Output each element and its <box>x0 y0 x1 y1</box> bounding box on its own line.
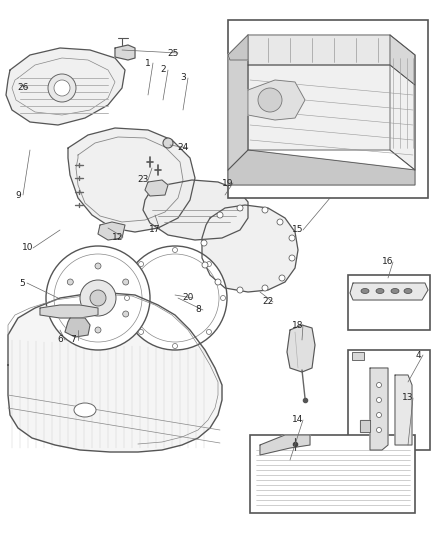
Text: 12: 12 <box>112 232 124 241</box>
Circle shape <box>206 329 212 334</box>
Circle shape <box>123 246 227 350</box>
Polygon shape <box>40 305 98 318</box>
Polygon shape <box>395 375 412 445</box>
Text: 18: 18 <box>292 320 304 329</box>
Bar <box>348 350 430 450</box>
Polygon shape <box>115 45 135 60</box>
Polygon shape <box>390 35 415 170</box>
Circle shape <box>173 343 177 349</box>
Circle shape <box>139 329 144 334</box>
Text: 8: 8 <box>195 305 201 314</box>
Circle shape <box>206 262 212 266</box>
Polygon shape <box>228 35 248 60</box>
Text: 25: 25 <box>167 49 179 58</box>
Text: 23: 23 <box>137 175 149 184</box>
Text: 16: 16 <box>382 257 394 266</box>
Text: 26: 26 <box>17 84 29 93</box>
Text: 22: 22 <box>262 297 274 306</box>
Bar <box>250 435 415 513</box>
Circle shape <box>289 255 295 261</box>
Text: 14: 14 <box>292 416 304 424</box>
Polygon shape <box>370 368 388 450</box>
Polygon shape <box>228 35 248 170</box>
Polygon shape <box>98 222 125 240</box>
Polygon shape <box>360 420 370 432</box>
Circle shape <box>237 205 243 211</box>
Circle shape <box>67 311 73 317</box>
Circle shape <box>123 279 129 285</box>
Circle shape <box>173 247 177 253</box>
Bar <box>228 20 428 198</box>
Circle shape <box>221 295 225 301</box>
Circle shape <box>258 88 282 112</box>
Circle shape <box>377 398 382 402</box>
Text: 10: 10 <box>22 244 34 253</box>
Circle shape <box>123 311 129 317</box>
Circle shape <box>215 279 221 285</box>
Text: 15: 15 <box>292 225 304 235</box>
Polygon shape <box>248 65 415 170</box>
Text: 17: 17 <box>149 225 161 235</box>
Circle shape <box>237 287 243 293</box>
Polygon shape <box>68 128 195 232</box>
Circle shape <box>95 263 101 269</box>
Polygon shape <box>248 80 305 120</box>
Circle shape <box>54 80 70 96</box>
Polygon shape <box>228 150 415 185</box>
Text: 6: 6 <box>57 335 63 344</box>
Circle shape <box>131 254 219 342</box>
Ellipse shape <box>376 288 384 294</box>
Circle shape <box>377 383 382 387</box>
Circle shape <box>262 285 268 291</box>
Polygon shape <box>260 435 310 455</box>
Text: 1: 1 <box>145 59 151 68</box>
Circle shape <box>277 219 283 225</box>
Text: 7: 7 <box>70 335 76 344</box>
Text: 3: 3 <box>180 74 186 83</box>
Circle shape <box>48 74 76 102</box>
Polygon shape <box>6 48 125 125</box>
Polygon shape <box>8 292 222 452</box>
Polygon shape <box>287 325 315 372</box>
Circle shape <box>90 290 106 306</box>
Text: 24: 24 <box>177 143 189 152</box>
Polygon shape <box>145 180 168 196</box>
Text: 5: 5 <box>19 279 25 287</box>
Text: 9: 9 <box>15 190 21 199</box>
Ellipse shape <box>361 288 369 294</box>
Circle shape <box>54 254 142 342</box>
Polygon shape <box>248 35 415 85</box>
Polygon shape <box>202 205 298 292</box>
Circle shape <box>202 262 208 268</box>
Circle shape <box>46 246 150 350</box>
Text: 4: 4 <box>415 351 421 359</box>
Circle shape <box>67 279 73 285</box>
Circle shape <box>201 240 207 246</box>
Circle shape <box>163 138 173 148</box>
Bar <box>348 275 430 330</box>
Polygon shape <box>65 318 90 337</box>
Ellipse shape <box>391 288 399 294</box>
Ellipse shape <box>404 288 412 294</box>
Bar <box>352 352 364 360</box>
Circle shape <box>125 295 129 301</box>
Polygon shape <box>350 283 428 300</box>
Polygon shape <box>143 180 248 240</box>
Text: 19: 19 <box>222 179 234 188</box>
Circle shape <box>95 327 101 333</box>
Circle shape <box>262 207 268 213</box>
Ellipse shape <box>74 403 96 417</box>
Circle shape <box>139 262 144 266</box>
Circle shape <box>279 275 285 281</box>
Circle shape <box>289 235 295 241</box>
Circle shape <box>80 280 116 316</box>
Circle shape <box>377 413 382 417</box>
Text: 2: 2 <box>160 66 166 75</box>
Circle shape <box>217 212 223 218</box>
Text: 13: 13 <box>402 393 414 402</box>
Circle shape <box>377 427 382 432</box>
Text: 20: 20 <box>182 294 194 303</box>
